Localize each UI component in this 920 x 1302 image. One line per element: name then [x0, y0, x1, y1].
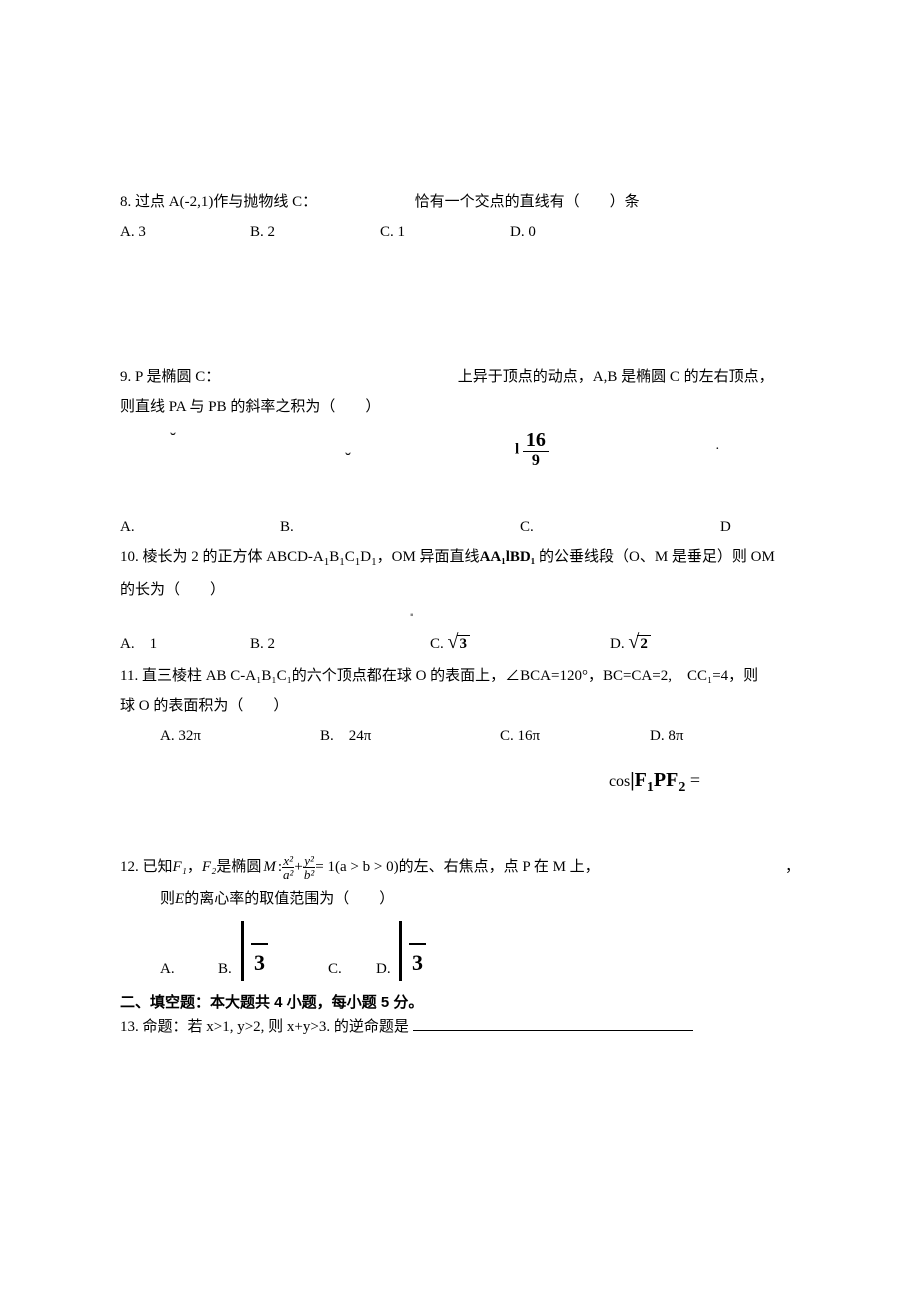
q12-options: A. B. 3 C. D. 3: [160, 921, 800, 981]
q9-opt-b: B.: [280, 515, 520, 539]
q8-opt-c: C. 1: [380, 220, 510, 244]
q10-opt-c: C. √3: [430, 626, 610, 658]
q8-text-after: 恰有一个交点的直线有（ ）条: [415, 194, 640, 210]
q9-bar-icon: l: [515, 442, 519, 458]
q11-opt-a: A. 32π: [160, 724, 320, 748]
q10-line2: 的长为（ ）: [120, 582, 225, 598]
q11-line1: 11. 直三棱柱 AB C-A₁B₁C₁的六个顶点都在球 O 的表面上，∠BCA…: [120, 668, 758, 684]
q11-opt-c: C. 16π: [500, 724, 650, 748]
q10-opt-a: A. 1: [120, 632, 250, 656]
q9-opt-a: A.: [120, 515, 280, 539]
q8-text-before: 8. 过点 A(-2,1)作与抛物线 C：: [120, 194, 317, 210]
q11-opt-b: B. 24π: [320, 724, 500, 748]
q9-line2: 则直线 PA 与 PB 的斜率之积为（ ）: [120, 399, 380, 415]
q8-opt-a: A. 3: [120, 220, 250, 244]
q9-fraction: 16 9: [523, 430, 549, 469]
q13-blank: [413, 1030, 693, 1031]
accent-mark-2: ˘: [345, 445, 351, 474]
q9-line1-after: 上异于顶点的动点，A,B 是椭圆 C 的左右顶点，: [458, 369, 774, 385]
cos-expression: cos|F1PF2 =: [609, 764, 700, 799]
faint-dash-icon: ▪: [410, 608, 414, 624]
q11-line2: 球 O 的表面积为（ ）: [120, 698, 288, 714]
q10-text: 10. 棱长为 2 的正方体 ABCD‑A1B1C1D1，OM 异面直线AA₁l…: [120, 549, 775, 565]
q12-bracket-1: 3: [241, 921, 278, 981]
q9-opt-c: C.: [520, 515, 720, 539]
q9-opt-d: D: [720, 515, 731, 539]
q10-opt-b: B. 2: [250, 632, 430, 656]
q11-opt-d: D. 8π: [650, 724, 780, 748]
accent-mark-1: ˘: [170, 425, 176, 454]
q9-line1-before: 9. P 是椭圆 C：: [120, 369, 220, 385]
q12-bracket-2: 3: [399, 921, 436, 981]
q8-opt-b: B. 2: [250, 220, 380, 244]
q12-line1: 12. 已知 F₁ ， F₂ 是椭圆 M : x²a² + y²b² = 1(a…: [120, 854, 800, 881]
q12-line2: 则E的离心率的取值范围为（ ）: [160, 891, 394, 907]
accent-dot: ·: [715, 439, 720, 461]
q10-opt-d: D. √2: [610, 626, 740, 658]
q8-opt-d: D. 0: [510, 220, 640, 244]
section-2-heading: 二、填空题：本大题共 4 小题，每小题 5 分。: [120, 991, 800, 1015]
q13-text: 13. 命题：若 x>1, y>2, 则 x+y>3. 的逆命题是: [120, 1019, 409, 1035]
